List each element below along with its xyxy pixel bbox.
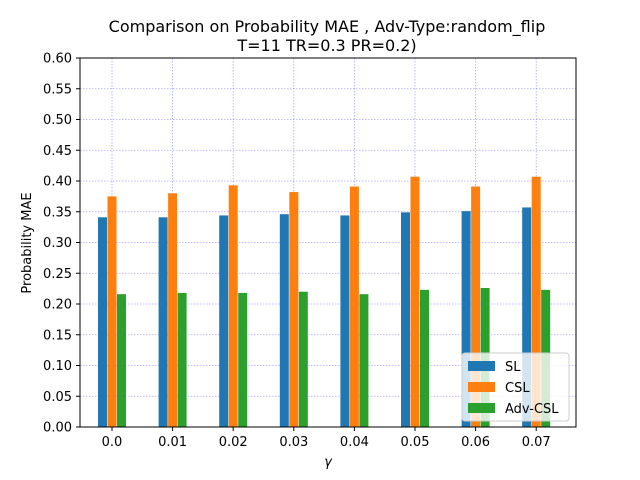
bar-sl [340, 215, 350, 427]
bar-csl [168, 193, 178, 427]
x-tick-label: 0.0 [102, 435, 123, 450]
legend-swatch-adv-csl [468, 403, 495, 413]
y-tick-label: 0.25 [43, 267, 72, 282]
y-tick-label: 0.05 [43, 390, 72, 405]
bar-sl [98, 217, 107, 427]
chart-title-line-2: T=11 TR=0.3 PR=0.2) [236, 36, 416, 55]
y-tick-label: 0.50 [43, 113, 72, 128]
x-tick-label: 0.01 [158, 435, 187, 450]
x-tick-label: 0.07 [522, 435, 551, 450]
bar-csl [349, 186, 359, 427]
x-axis: 0.0 0.01 0.02 0.03 0.04 0.05 0.06 0.07 [102, 427, 551, 450]
bar-adv-csl [298, 291, 308, 427]
legend: SL CSL Adv-CSL [461, 352, 570, 422]
bar-csl [289, 192, 299, 427]
bar-sl [401, 212, 410, 427]
bar-adv-csl [117, 294, 126, 427]
bar-csl [410, 176, 420, 427]
y-tick-label: 0.45 [43, 144, 72, 159]
bar-sl [461, 211, 471, 427]
bar-adv-csl [420, 289, 429, 427]
y-tick-label: 0.00 [43, 421, 72, 436]
y-tick-label: 0.40 [43, 175, 72, 190]
y-tick-label: 0.20 [43, 298, 72, 313]
bar-adv-csl [177, 292, 187, 427]
legend-label-csl: CSL [505, 381, 530, 396]
x-tick-label: 0.03 [279, 435, 308, 450]
bar-csl [531, 176, 541, 427]
bar-sl [158, 217, 168, 427]
y-tick-label: 0.10 [43, 359, 72, 374]
bar-sl [279, 214, 289, 427]
bars-group [98, 176, 551, 427]
chart-title-line-1: Comparison on Probability MAE , Adv-Type… [109, 17, 546, 37]
x-tick-label: 0.05 [401, 435, 430, 450]
bar-csl [471, 186, 481, 427]
x-tick-label: 0.02 [219, 435, 248, 450]
bar-adv-csl [238, 292, 248, 427]
legend-swatch-sl [468, 361, 495, 371]
y-tick-label: 0.55 [43, 82, 72, 97]
bar-sl [522, 207, 532, 427]
legend-label-sl: SL [505, 360, 521, 375]
bar-csl [228, 185, 238, 427]
y-tick-label: 0.60 [43, 52, 72, 67]
x-tick-label: 0.04 [340, 435, 369, 450]
x-axis-label: γ [324, 455, 333, 470]
y-axis: 0.00 0.05 0.10 0.15 0.20 0.25 0.30 0.35 0.40 0.45… [43, 52, 80, 436]
y-tick-label: 0.30 [43, 236, 72, 251]
bar-csl [107, 196, 117, 427]
bar-sl [219, 215, 229, 427]
y-tick-label: 0.15 [43, 328, 72, 343]
legend-label-adv-csl: Adv-CSL [505, 402, 559, 417]
y-axis-label: Probability MAE [20, 192, 35, 293]
y-tick-label: 0.35 [43, 205, 72, 220]
bar-adv-csl [359, 294, 369, 427]
x-tick-label: 0.06 [461, 435, 490, 450]
legend-swatch-csl [468, 382, 495, 392]
